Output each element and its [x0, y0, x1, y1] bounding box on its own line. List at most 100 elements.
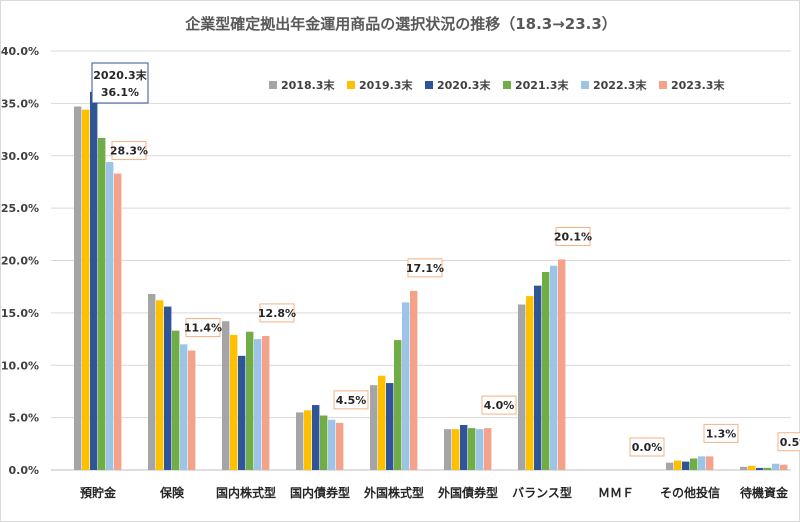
- x-category-label: その他投信: [660, 485, 720, 500]
- bar: [756, 467, 764, 470]
- bar: [328, 419, 336, 470]
- data-label: 1.3%: [706, 427, 737, 440]
- bars: [74, 91, 788, 470]
- bar: [394, 340, 402, 470]
- bar: [296, 412, 304, 470]
- bar: [706, 456, 714, 470]
- data-label: 4.0%: [484, 399, 515, 412]
- bar: [484, 428, 492, 470]
- bar: [550, 265, 558, 470]
- legend-swatch: [503, 81, 511, 89]
- y-axis-ticks: 0.0% 5.0% 10.0% 15.0% 20.0% 25.0% 30.0% 35.0% 40…: [1, 45, 39, 477]
- bar: [410, 290, 418, 470]
- x-category-label: 外国株式型: [364, 485, 424, 500]
- bar: [246, 331, 254, 470]
- data-label: 0.0%: [632, 441, 663, 454]
- bar: [542, 272, 550, 470]
- data-label-box: [777, 432, 800, 452]
- bar: [444, 429, 452, 470]
- bar: [188, 350, 196, 470]
- legend-swatch: [425, 81, 433, 89]
- bar: [748, 465, 756, 470]
- legend: 2018.3末 2019.3末 2020.3末 2021.3末 2022.3末 2023.…: [269, 78, 725, 92]
- legend-label: 2021.3末: [515, 78, 569, 92]
- bar: [370, 385, 378, 470]
- bar: [254, 339, 262, 470]
- data-label: 11.4%: [184, 322, 222, 335]
- y-tick-label: 5.0%: [8, 412, 39, 425]
- data-label-box: [185, 318, 221, 338]
- y-tick-label: 30.0%: [1, 150, 39, 163]
- x-category-label: ＭＭＦ: [598, 486, 634, 500]
- bar: [74, 106, 82, 470]
- legend-label: 2020.3末: [437, 78, 491, 92]
- bar: [180, 344, 188, 470]
- bar: [90, 91, 98, 470]
- bar: [222, 321, 230, 470]
- data-label-box: [111, 141, 147, 161]
- bar: [674, 460, 682, 470]
- bar: [452, 429, 460, 470]
- bar: [98, 137, 106, 470]
- bar: [772, 463, 780, 470]
- data-label-box: [629, 437, 665, 457]
- data-label: 28.3%: [110, 145, 148, 158]
- bar: [114, 173, 122, 470]
- bar: [518, 304, 526, 470]
- legend-swatch: [269, 81, 277, 89]
- y-tick-label: 15.0%: [1, 307, 39, 320]
- data-label-box: [333, 390, 369, 410]
- data-label: 4.5%: [336, 394, 367, 407]
- x-category-label: 国内債券型: [290, 485, 350, 500]
- data-label-box: [481, 395, 517, 415]
- bar: [468, 428, 476, 470]
- data-label-box: [703, 423, 739, 443]
- data-labels: 28.3% 11.4% 12.8% 4.5% 17.1% 4.0% 20.1% 0.0% 1.3…: [91, 62, 800, 457]
- x-category-label: 預貯金: [80, 485, 117, 500]
- y-tick-label: 20.0%: [1, 255, 39, 268]
- y-tick-label: 40.0%: [1, 45, 39, 58]
- x-category-label: 国内株式型: [216, 485, 276, 500]
- data-label: 0.5%: [780, 436, 800, 449]
- legend-swatch: [581, 81, 589, 89]
- bar: [460, 424, 468, 470]
- bar: [666, 462, 674, 470]
- bar: [690, 458, 698, 470]
- legend-label: 2018.3末: [281, 78, 335, 92]
- data-label: 17.1%: [406, 262, 444, 275]
- data-label-box: [555, 226, 591, 246]
- bar: [238, 355, 246, 470]
- bar: [698, 456, 706, 470]
- bar: [312, 405, 320, 470]
- data-label-box: [407, 258, 443, 278]
- bar: [764, 467, 772, 470]
- data-label-box: [259, 303, 295, 323]
- bar: [320, 415, 328, 470]
- data-label: 20.1%: [554, 230, 592, 243]
- x-category-label: 保険: [159, 485, 185, 500]
- y-tick-label: 0.0%: [8, 464, 39, 477]
- bar: [534, 285, 542, 470]
- bar: [386, 383, 394, 470]
- bar: [740, 466, 748, 470]
- x-axis-categories: 預貯金 保険 国内株式型 国内債券型 外国株式型 外国債券型 バランス型 ＭＭＦ その他投信 待機…: [80, 485, 789, 500]
- y-tick-label: 25.0%: [1, 202, 39, 215]
- bar: [402, 302, 410, 470]
- bar: [172, 330, 180, 470]
- bar: [682, 461, 690, 470]
- bar: [148, 294, 156, 470]
- bar: [82, 109, 90, 470]
- legend-label: 2023.3末: [671, 78, 725, 92]
- legend-label: 2022.3末: [593, 78, 647, 92]
- bar: [230, 334, 238, 470]
- bar: [558, 259, 566, 470]
- legend-swatch: [347, 81, 355, 89]
- x-category-label: 待機資金: [740, 485, 789, 500]
- bar: [336, 422, 344, 470]
- x-category-label: バランス型: [512, 485, 572, 500]
- callout-line2: 36.1%: [101, 86, 139, 99]
- legend-swatch: [659, 81, 667, 89]
- x-category-label: 外国債券型: [438, 485, 498, 500]
